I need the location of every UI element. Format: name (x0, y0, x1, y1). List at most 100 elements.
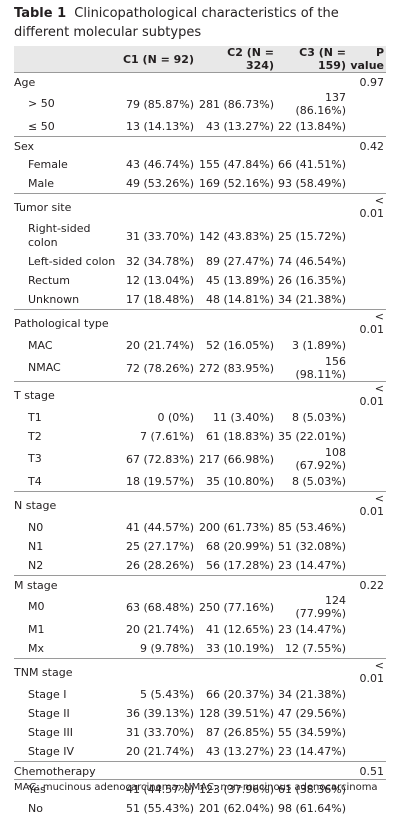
cell-c3: 66 (41.51%) (276, 155, 348, 174)
cell-c2: 128 (39.51%) (196, 704, 276, 723)
row-label: Mx (14, 639, 122, 659)
cell-c1: 17 (18.48%) (122, 290, 196, 310)
row-label: T1 (14, 408, 122, 427)
group-p-value: < 0.01 (348, 382, 386, 409)
header-c2: C2 (N = 324) (196, 46, 276, 73)
group-row: Tumor site< 0.01 (14, 194, 386, 221)
cell-c2: 43 (13.27%) (196, 117, 276, 137)
row-label: > 50 (14, 91, 122, 117)
cell-c3: 22 (13.84%) (276, 117, 348, 137)
row-label: Right-sided colon (14, 220, 122, 252)
group-p-value: < 0.01 (348, 659, 386, 686)
group-label: Pathological type (14, 310, 348, 337)
row-label: Unknown (14, 290, 122, 310)
cell-c2: 200 (61.73%) (196, 518, 276, 537)
group-p-value: 0.51 (348, 762, 386, 781)
cell-c2: 217 (66.98%) (196, 446, 276, 472)
cell-p-empty (348, 271, 386, 290)
cell-c3: 55 (34.59%) (276, 723, 348, 742)
cell-c2: 68 (20.99%) (196, 537, 276, 556)
header-c1: C1 (N = 92) (122, 46, 196, 73)
cell-c2: 281 (86.73%) (196, 91, 276, 117)
row-label: Female (14, 155, 122, 174)
cell-c1: 79 (85.87%) (122, 91, 196, 117)
cell-c3: 108 (67.92%) (276, 446, 348, 472)
cell-p-empty (348, 723, 386, 742)
cell-c3: 137 (86.16%) (276, 91, 348, 117)
row-label: NMAC (14, 355, 122, 382)
row-label: Rectum (14, 271, 122, 290)
cell-c3: 35 (22.01%) (276, 427, 348, 446)
table-header-row: C1 (N = 92) C2 (N = 324) C3 (N = 159) P … (14, 46, 386, 73)
cell-c1: 31 (33.70%) (122, 723, 196, 742)
cell-c1: 0 (0%) (122, 408, 196, 427)
cell-c3: 51 (32.08%) (276, 537, 348, 556)
row-label: No (14, 799, 122, 818)
cell-p-empty (348, 594, 386, 620)
header-p-value: P value (348, 46, 386, 73)
row-label: Left-sided colon (14, 252, 122, 271)
cell-c3: 8 (5.03%) (276, 408, 348, 427)
document-page: Table 1 Clinicopathological characterist… (0, 0, 400, 799)
cell-c3: 34 (21.38%) (276, 290, 348, 310)
cell-c2: 272 (83.95%) (196, 355, 276, 382)
cell-c2: 142 (43.83%) (196, 220, 276, 252)
header-characteristic (14, 46, 122, 73)
cell-c3: 124 (77.99%) (276, 594, 348, 620)
cell-c1: 67 (72.83%) (122, 446, 196, 472)
cell-c2: 155 (47.84%) (196, 155, 276, 174)
cell-p-empty (348, 446, 386, 472)
cell-p-empty (348, 336, 386, 355)
cell-p-empty (348, 639, 386, 659)
row-label: Stage II (14, 704, 122, 723)
cell-c3: 85 (53.46%) (276, 518, 348, 537)
group-label: T stage (14, 382, 348, 409)
cell-c1: 13 (14.13%) (122, 117, 196, 137)
cell-p-empty (348, 117, 386, 137)
cell-c1: 32 (34.78%) (122, 252, 196, 271)
table-number: Table 1 (14, 6, 66, 21)
header-c3: C3 (N = 159) (276, 46, 348, 73)
cell-p-empty (348, 174, 386, 194)
row-label: T2 (14, 427, 122, 446)
row-label: Male (14, 174, 122, 194)
row-label: MAC (14, 336, 122, 355)
cell-c1: 12 (13.04%) (122, 271, 196, 290)
cell-c3: 156 (98.11%) (276, 355, 348, 382)
cell-p-empty (348, 155, 386, 174)
cell-c1: 7 (7.61%) (122, 427, 196, 446)
row-label: N0 (14, 518, 122, 537)
table-bottom-rule (14, 779, 386, 780)
cell-p-empty (348, 704, 386, 723)
cell-c1: 26 (28.26%) (122, 556, 196, 576)
group-label: N stage (14, 492, 348, 519)
cell-c3: 23 (14.47%) (276, 742, 348, 762)
group-row: T stage< 0.01 (14, 382, 386, 409)
row-label: N2 (14, 556, 122, 576)
cell-p-empty (348, 556, 386, 576)
cell-c3: 34 (21.38%) (276, 685, 348, 704)
cell-p-empty (348, 290, 386, 310)
row-label: Stage I (14, 685, 122, 704)
cell-c2: 35 (10.80%) (196, 472, 276, 492)
cell-c1: 43 (46.74%) (122, 155, 196, 174)
cell-c3: 8 (5.03%) (276, 472, 348, 492)
cell-c2: 87 (26.85%) (196, 723, 276, 742)
cell-c2: 61 (18.83%) (196, 427, 276, 446)
row-label: T3 (14, 446, 122, 472)
cell-c2: 250 (77.16%) (196, 594, 276, 620)
row-label: Stage III (14, 723, 122, 742)
